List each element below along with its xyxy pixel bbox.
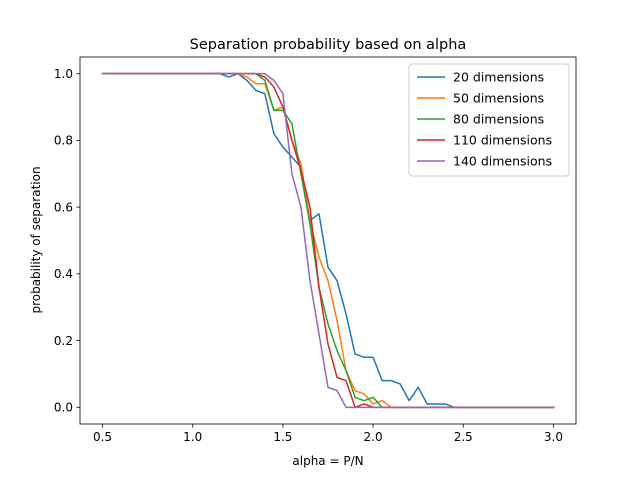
y-axis-label: probability of separation xyxy=(29,166,43,313)
x-tick-label: 1.5 xyxy=(273,430,292,444)
y-tick-label: 0.4 xyxy=(54,267,73,281)
plot-area xyxy=(101,72,555,409)
y-tick-label: 1.0 xyxy=(54,67,73,81)
y-tick-label: 0.2 xyxy=(54,334,73,348)
x-axis-label: alpha = P/N xyxy=(292,454,363,468)
x-tick-label: 3.0 xyxy=(544,430,563,444)
y-tick-label: 0.8 xyxy=(54,134,73,148)
y-tick-label: 0.6 xyxy=(54,200,73,214)
legend-label-5: 140 dimensions xyxy=(453,154,552,169)
legend-label-4: 110 dimensions xyxy=(453,133,552,148)
x-tick-label: 0.5 xyxy=(93,430,112,444)
x-tick-label: 2.5 xyxy=(454,430,473,444)
y-tick-label: 0.0 xyxy=(54,401,73,415)
series-line-5 xyxy=(101,72,555,409)
legend-label-2: 50 dimensions xyxy=(453,91,544,106)
legend-label-1: 20 dimensions xyxy=(453,70,544,85)
axes: 0.5 1.0 1.5 2.0 2.5 3.0 0.0 0.2 0.4 0.6 0.8 1.0 xyxy=(54,56,577,444)
legend-box xyxy=(408,63,570,177)
x-tick-label: 1.0 xyxy=(183,430,202,444)
chart-title: Separation probability based on alpha xyxy=(190,37,467,53)
legend: 20 dimensions 50 dimensions 80 dimensions 1… xyxy=(408,63,570,177)
legend-label-3: 80 dimensions xyxy=(453,112,544,127)
x-tick-label: 2.0 xyxy=(364,430,383,444)
axes-frame xyxy=(79,56,577,425)
